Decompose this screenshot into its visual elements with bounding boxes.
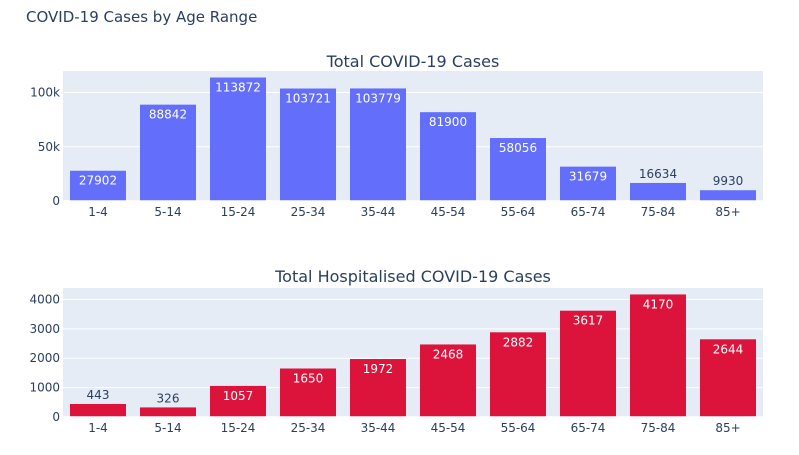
x-tick-label: 35-44 <box>361 205 396 219</box>
data-label: 103721 <box>285 92 331 106</box>
bar-1-4 <box>70 403 126 417</box>
data-label: 2882 <box>503 335 534 349</box>
y-tick-label: 0 <box>52 194 60 208</box>
y-tick-label: 4000 <box>29 292 60 306</box>
bar-45-54 <box>420 112 476 201</box>
y-tick-label: 1000 <box>29 381 60 395</box>
data-label: 1057 <box>223 389 254 403</box>
figure-title: COVID-19 Cases by Age Range <box>26 8 258 26</box>
y-tick-label: 2000 <box>29 351 60 365</box>
data-label: 113872 <box>215 80 261 94</box>
bar-45-54 <box>420 344 476 417</box>
data-label: 31679 <box>569 170 607 184</box>
bar-35-44 <box>350 359 406 417</box>
data-label: 27902 <box>79 174 117 188</box>
data-label: 4170 <box>643 297 674 311</box>
data-label: 1650 <box>293 372 324 386</box>
data-label: 326 <box>157 391 180 405</box>
y-tick-label: 3000 <box>29 322 60 336</box>
bar-5-14 <box>140 407 196 417</box>
data-label: 3617 <box>573 314 604 328</box>
x-tick-label: 15-24 <box>221 421 256 435</box>
x-tick-label: 65-74 <box>571 421 606 435</box>
x-tick-label: 85+ <box>715 205 740 219</box>
bar-75-84 <box>630 182 686 201</box>
data-label: 16634 <box>639 167 677 181</box>
x-tick-label: 55-64 <box>501 421 536 435</box>
x-tick-label: 85+ <box>715 421 740 435</box>
x-tick-label: 55-64 <box>501 205 536 219</box>
x-tick-label: 45-54 <box>431 205 466 219</box>
bar-5-14 <box>140 104 196 201</box>
data-label: 58056 <box>499 141 537 155</box>
bar-25-34 <box>280 368 336 417</box>
bar-85+ <box>700 190 756 201</box>
x-tick-label: 65-74 <box>571 205 606 219</box>
data-label: 443 <box>87 388 110 402</box>
data-label: 2644 <box>713 342 744 356</box>
data-label: 103779 <box>355 91 401 105</box>
x-tick-label: 15-24 <box>221 205 256 219</box>
bar-85+ <box>700 339 756 417</box>
y-tick-label: 100k <box>30 86 60 100</box>
x-tick-label: 25-34 <box>291 421 326 435</box>
chart-title-1: Total COVID-19 Cases <box>326 52 500 71</box>
x-tick-label: 1-4 <box>88 205 108 219</box>
data-label: 1972 <box>363 362 394 376</box>
bar-1-4 <box>70 170 126 201</box>
x-tick-label: 1-4 <box>88 421 108 435</box>
bar-25-34 <box>280 88 336 201</box>
bar-65-74 <box>560 166 616 201</box>
x-tick-label: 35-44 <box>361 421 396 435</box>
x-tick-label: 5-14 <box>154 205 181 219</box>
bar-35-44 <box>350 88 406 201</box>
bar-55-64 <box>490 332 546 417</box>
data-label: 2468 <box>433 347 464 361</box>
x-tick-label: 25-34 <box>291 205 326 219</box>
bar-15-24 <box>210 77 266 201</box>
y-tick-label: 0 <box>52 410 60 424</box>
x-tick-label: 5-14 <box>154 421 181 435</box>
data-label: 88842 <box>149 108 187 122</box>
bar-65-74 <box>560 310 616 417</box>
x-tick-label: 45-54 <box>431 421 466 435</box>
y-tick-label: 50k <box>38 140 60 154</box>
bar-55-64 <box>490 138 546 201</box>
x-tick-label: 75-84 <box>641 205 676 219</box>
data-label: 81900 <box>429 115 467 129</box>
x-tick-label: 75-84 <box>641 421 676 435</box>
bar-75-84 <box>630 294 686 417</box>
chart-title-2: Total Hospitalised COVID-19 Cases <box>274 267 551 286</box>
data-label: 9930 <box>713 174 744 188</box>
bar-15-24 <box>210 385 266 417</box>
